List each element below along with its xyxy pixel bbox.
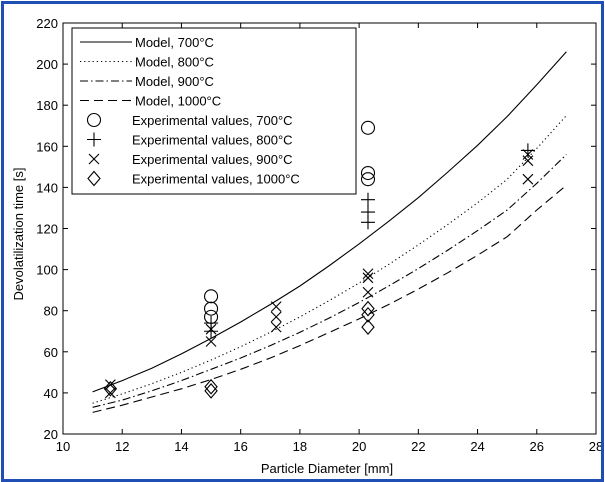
data-point [360, 192, 375, 207]
x-tick-label: 14 [174, 439, 188, 454]
legend-entry: Experimental values, 1000°C [87, 170, 300, 187]
y-tick-label: 20 [44, 427, 58, 442]
legend-entry: Model, 900°C [80, 74, 214, 89]
legend: Model, 700°C Model, 800°C Model, 900°C Mode… [71, 27, 357, 195]
chart: 10 12 14 16 18 20 22 24 26 28 20 40 60 80 100 120 140 160… [11, 16, 601, 476]
data-point [103, 380, 118, 397]
y-tick-label: 180 [36, 98, 58, 113]
data-point [204, 301, 219, 316]
series [92, 51, 567, 413]
data-point [522, 155, 534, 167]
legend-entry: Experimental values, 800°C [87, 132, 293, 148]
legend-entry: Model, 800°C [80, 55, 214, 70]
data-point [270, 311, 282, 323]
model-curve [92, 154, 567, 408]
data-point [361, 319, 375, 335]
model-curve [92, 184, 567, 413]
legend-label: Experimental values, 1000°C [132, 172, 300, 187]
x-tick-label: 22 [411, 439, 425, 454]
data-point [360, 215, 375, 230]
y-tick-label: 200 [36, 57, 58, 72]
y-tick-label: 40 [44, 386, 58, 401]
y-axis-label: Devolatilization time [s] [11, 168, 26, 301]
data-point [522, 173, 534, 185]
series-1 [92, 51, 567, 393]
data-point [104, 379, 116, 391]
model-curve [92, 51, 567, 393]
series-8 [103, 300, 375, 399]
data-point [362, 268, 374, 280]
x-tick-label: 16 [233, 439, 247, 454]
series-4 [92, 184, 567, 413]
tick-labels: 10 12 14 16 18 20 22 24 26 28 20 40 60 80 100 120 140 160… [36, 16, 601, 454]
data-point [204, 324, 219, 339]
legend-marker-swatch [88, 153, 100, 165]
axes [62, 22, 597, 435]
y-tick-label: 220 [36, 16, 58, 31]
data-point [361, 306, 375, 323]
x-tick-label: 18 [293, 439, 307, 454]
legend-entry: Experimental values, 900°C [88, 152, 293, 167]
legend-label: Experimental values, 800°C [132, 133, 293, 148]
y-tick-label: 80 [44, 304, 58, 319]
legend-box [71, 27, 357, 195]
data-point [362, 272, 374, 284]
data-point [360, 165, 376, 181]
legend-entry: Model, 1000°C [80, 94, 221, 109]
data-point [361, 300, 375, 317]
x-tick-label: 10 [56, 439, 70, 454]
x-tick-label: 20 [352, 439, 366, 454]
y-tick-label: 140 [36, 180, 58, 195]
legend-marker-swatch [87, 132, 101, 147]
legend-entry: Experimental values, 700°C [86, 112, 293, 128]
data-point [205, 336, 217, 347]
series-3 [92, 154, 567, 408]
legend-label: Model, 700°C [135, 35, 214, 50]
legend-label: Model, 900°C [135, 74, 214, 89]
data-point [360, 172, 376, 187]
x-axis-label: Particle Diameter [mm] [261, 461, 393, 476]
x-tick-label: 26 [530, 439, 544, 454]
series-6 [204, 143, 535, 339]
y-tick-label: 160 [36, 139, 58, 154]
y-tick-label: 100 [36, 263, 58, 278]
legend-label: Model, 1000°C [135, 94, 221, 109]
y-tick-label: 60 [44, 345, 58, 360]
data-point [204, 289, 219, 304]
legend-marker-swatch [86, 112, 102, 128]
legend-entry: Model, 700°C [80, 35, 214, 50]
data-point [104, 387, 116, 399]
x-tick-label: 24 [470, 439, 484, 454]
y-tick-label: 120 [36, 222, 58, 237]
data-point [520, 143, 535, 158]
series-7 [104, 149, 534, 399]
x-tick-label: 28 [589, 439, 601, 454]
data-point [204, 378, 218, 395]
legend-label: Model, 800°C [135, 55, 214, 70]
legend-label: Experimental values, 900°C [132, 152, 293, 167]
data-point [205, 323, 217, 335]
data-point [360, 120, 376, 135]
legend-marker-swatch [87, 170, 101, 187]
data-point [270, 301, 282, 312]
x-tick-label: 12 [115, 439, 129, 454]
legend-label: Experimental values, 700°C [132, 113, 293, 128]
data-point [270, 321, 282, 333]
data-point [362, 286, 374, 298]
data-point [204, 382, 218, 399]
